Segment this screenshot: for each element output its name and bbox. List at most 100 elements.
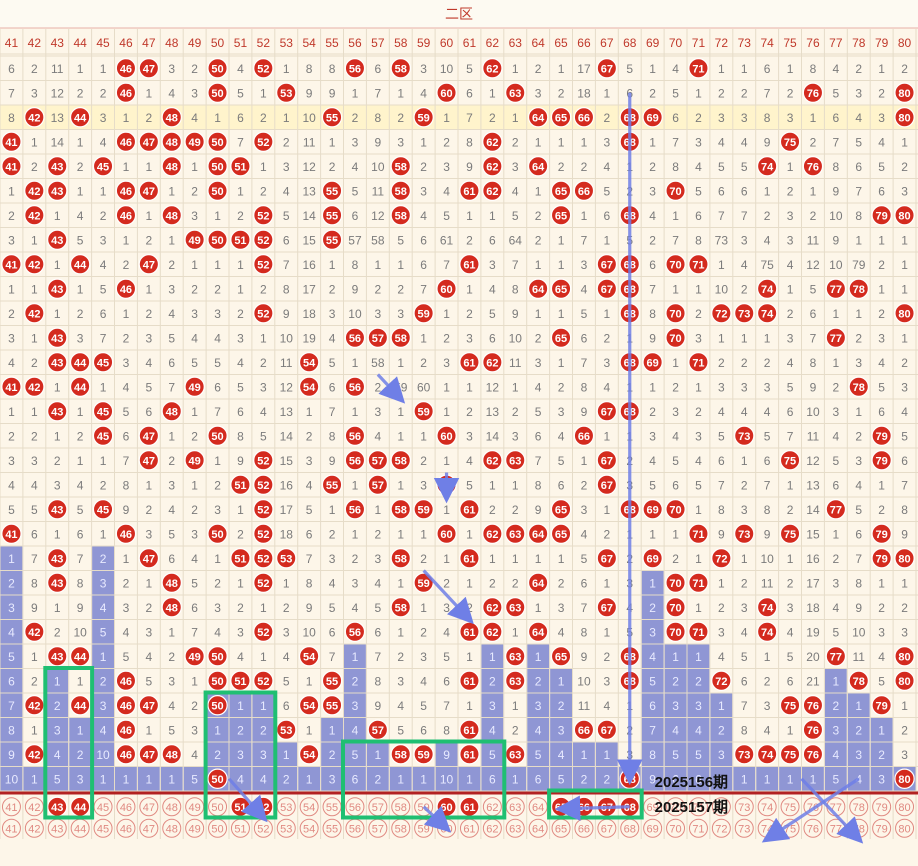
miss-count: 2 [604, 331, 611, 345]
hit-number: 69 [647, 504, 659, 516]
empty-number: 53 [280, 823, 292, 835]
hit-ball-47 [138, 450, 160, 471]
hit-number: 43 [51, 504, 63, 516]
miss-count: 2 [237, 209, 244, 223]
hit-number: 66 [578, 725, 590, 737]
miss-count: 1 [54, 380, 61, 394]
empty-number: 61 [463, 823, 475, 835]
miss-count: 1 [146, 160, 153, 174]
hit-ball-67 [596, 719, 618, 740]
miss-count: 5 [833, 86, 840, 100]
hit-ball-52 [253, 205, 274, 226]
miss-count: 2 [878, 258, 885, 272]
miss-count: 3 [604, 356, 611, 370]
hit-number: 62 [486, 357, 498, 369]
miss-count: 1 [581, 454, 588, 468]
hit-number: 46 [120, 284, 132, 296]
miss-count: 1 [604, 748, 611, 762]
miss-count: 5 [397, 723, 404, 737]
hit-number: 44 [74, 357, 87, 369]
hit-number: 60 [440, 431, 452, 443]
hit-ball-74 [756, 278, 778, 299]
column-header-59: 59 [417, 36, 431, 50]
miss-count: 10 [280, 331, 294, 345]
hit-ball-46 [115, 278, 137, 299]
miss-count: 6 [466, 86, 473, 100]
miss-count: 7 [718, 209, 725, 223]
miss-count: 9 [855, 601, 862, 615]
hit-ball-46 [115, 58, 137, 79]
miss-count: 2 [191, 62, 198, 76]
miss-count: 4 [352, 601, 359, 615]
hit-ball-52 [253, 131, 274, 152]
miss-count: 4 [672, 429, 679, 443]
miss-count: 12 [806, 454, 820, 468]
hit-number: 71 [692, 259, 704, 271]
hit-number: 61 [463, 357, 475, 369]
hit-number: 75 [784, 749, 796, 761]
hit-number: 52 [257, 529, 269, 541]
hit-ball-56 [344, 621, 366, 642]
miss-count: 1 [466, 650, 473, 664]
miss-count: 3 [237, 748, 244, 762]
miss-count: 1 [718, 699, 725, 713]
miss-count: 1 [214, 111, 221, 125]
miss-count: 3 [604, 135, 611, 149]
miss-count: 1 [718, 62, 725, 76]
miss-count: 1 [306, 405, 313, 419]
miss-count: 3 [787, 233, 794, 247]
hit-ball-69 [642, 107, 663, 128]
miss-count: 6 [855, 160, 862, 174]
hit-ball-75 [779, 523, 801, 544]
miss-count: 7 [741, 699, 748, 713]
column-header-77: 77 [829, 36, 843, 50]
miss-count: 7 [672, 233, 679, 247]
miss-count: 1 [695, 282, 702, 296]
miss-count: 1 [260, 650, 267, 664]
miss-count: 9 [581, 650, 588, 664]
hit-number: 79 [876, 431, 888, 443]
miss-count: 6 [764, 62, 771, 76]
miss-count: 1 [512, 552, 519, 566]
miss-count: 5 [787, 380, 794, 394]
miss-count: 3 [649, 625, 656, 639]
miss-count: 1 [695, 86, 702, 100]
hit-ball-65 [550, 278, 572, 299]
miss-count: 1 [787, 723, 794, 737]
empty-number: 80 [898, 823, 910, 835]
hit-number: 43 [51, 186, 63, 198]
hit-number: 47 [143, 455, 155, 467]
miss-count: 3 [833, 723, 840, 737]
miss-count: 1 [695, 380, 702, 394]
miss-count: 1 [672, 650, 679, 664]
miss-count: 4 [8, 625, 15, 639]
hit-ball-55 [321, 229, 343, 250]
miss-count: 6 [329, 625, 336, 639]
miss-count: 7 [443, 699, 450, 713]
empty-ball-76 [803, 797, 823, 817]
header-bar [0, 0, 918, 28]
miss-count: 10 [440, 772, 454, 786]
column-header-48: 48 [165, 36, 179, 50]
hit-ball-62 [482, 352, 503, 373]
miss-count: 1 [443, 111, 450, 125]
bar-49 [183, 766, 206, 791]
miss-count: 1 [397, 405, 404, 419]
empty-number: 73 [738, 802, 750, 814]
hit-ball-65 [550, 180, 572, 201]
miss-count: 2 [420, 625, 427, 639]
miss-count: 8 [649, 307, 656, 321]
hit-ball-73 [734, 303, 755, 324]
miss-count: 3 [191, 723, 198, 737]
trend-arrow [422, 805, 452, 833]
miss-count: 4 [558, 625, 565, 639]
hit-number: 50 [211, 529, 223, 541]
hit-number: 75 [784, 137, 796, 149]
miss-count: 1 [397, 258, 404, 272]
hit-ball-51 [230, 474, 251, 495]
miss-count: 1 [741, 62, 748, 76]
hit-number: 50 [211, 431, 223, 443]
hit-ball-42 [24, 303, 45, 324]
miss-count: 1 [764, 184, 771, 198]
miss-count: 5 [443, 650, 450, 664]
